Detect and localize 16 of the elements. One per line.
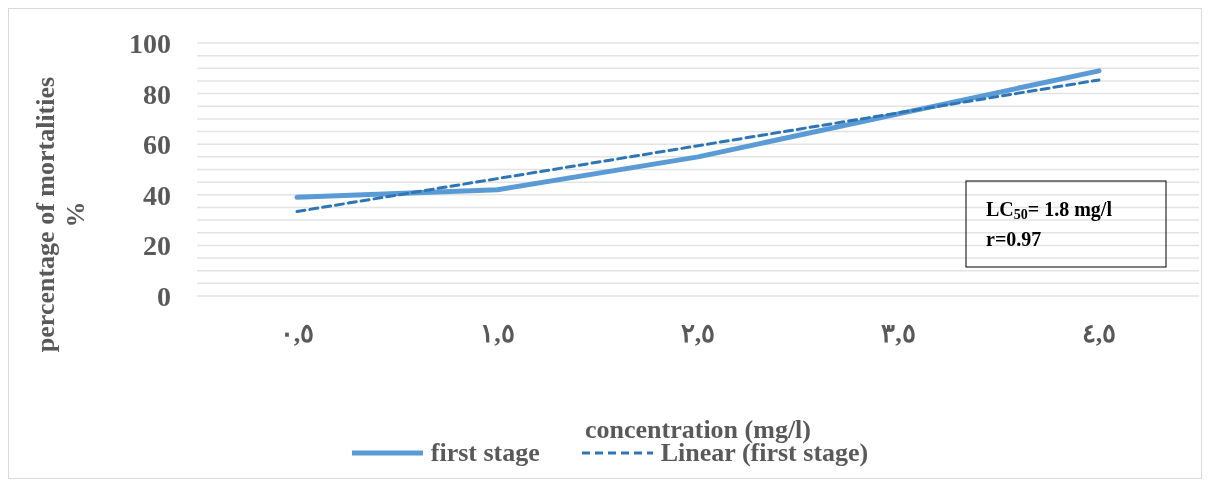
note-box: LC$_{50}$= 1.8 mg/l r=0.97 xyxy=(965,180,1167,268)
y-tick-label: 60 xyxy=(143,129,171,161)
y-tick-label: 100 xyxy=(129,27,171,59)
y-tick-label: 20 xyxy=(143,230,171,262)
y-tick-label: 80 xyxy=(143,78,171,110)
y-tick-label: 40 xyxy=(143,179,171,211)
y-tick-label: 0 xyxy=(157,280,171,312)
legend-label: first stage xyxy=(430,438,540,468)
x-tick-label: ٢,٥ xyxy=(680,319,716,349)
y-axis-title: percentage of mortalities % xyxy=(31,76,90,353)
annotation: LC$_{50}$= 1.8 mg/l xyxy=(986,198,1113,222)
annotation: r=0.97 xyxy=(986,228,1042,250)
x-tick-label: ١,٥ xyxy=(480,319,515,349)
x-tick-label: ٣,٥ xyxy=(881,319,916,349)
x-tick-label: ٠,٥ xyxy=(279,319,315,349)
x-tick-label: ٤,٥ xyxy=(1081,319,1117,349)
